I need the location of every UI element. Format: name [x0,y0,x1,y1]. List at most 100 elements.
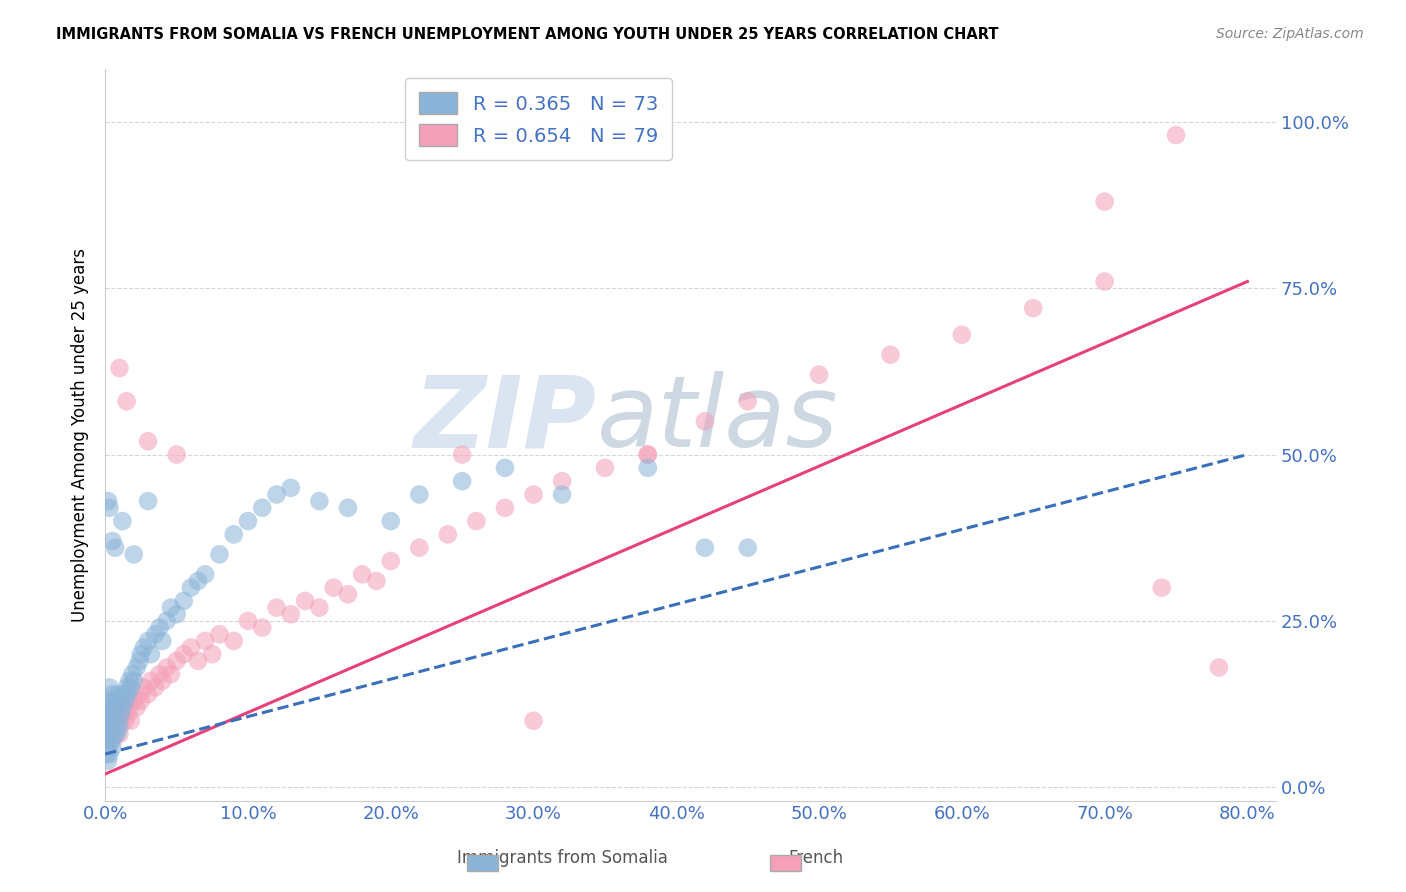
Point [111,514,134,528]
Point [155,660,177,674]
Point [208,547,231,561]
Point [136,633,159,648]
Point [104,707,127,722]
Point [637,448,659,462]
Point [166,448,188,462]
Point [593,460,616,475]
Point [160,600,183,615]
Point [101,740,124,755]
Point [150,633,173,648]
Point [97,740,120,755]
Point [132,640,155,655]
Point [101,714,124,728]
Point [143,627,166,641]
Point [143,681,166,695]
Point [408,487,430,501]
Point [1094,275,1116,289]
Point [551,474,574,488]
Point [280,481,302,495]
Point [117,707,139,722]
Point [252,621,274,635]
Point [437,527,460,541]
Point [96,747,118,761]
Point [100,720,122,734]
Point [408,541,430,555]
Point [108,361,131,376]
Point [494,460,516,475]
Point [118,700,141,714]
Point [236,514,259,528]
Point [132,681,155,695]
Point [693,541,716,555]
Text: Source: ZipAtlas.com: Source: ZipAtlas.com [1216,27,1364,41]
Point [101,687,124,701]
Point [280,607,302,622]
Point [166,607,188,622]
Text: IMMIGRANTS FROM SOMALIA VS FRENCH UNEMPLOYMENT AMONG YOUTH UNDER 25 YEARS CORREL: IMMIGRANTS FROM SOMALIA VS FRENCH UNEMPL… [56,27,998,42]
Y-axis label: Unemployment Among Youth under 25 years: Unemployment Among Youth under 25 years [72,248,89,622]
Point [879,348,901,362]
Point [136,687,159,701]
Point [96,714,118,728]
Point [96,733,118,747]
Point [125,660,148,674]
Text: French: French [787,849,844,867]
Point [266,600,288,615]
Point [111,700,134,714]
Point [136,434,159,449]
Point [187,574,209,588]
Point [97,494,120,508]
Point [97,733,120,747]
Point [110,714,132,728]
Point [173,647,195,661]
Point [693,414,716,428]
Point [103,707,125,722]
Point [308,494,330,508]
Point [100,720,122,734]
Point [104,727,127,741]
Point [104,720,127,734]
Point [103,700,125,714]
Point [112,700,135,714]
Point [139,673,162,688]
Point [950,327,973,342]
Point [465,514,488,528]
Point [96,720,118,734]
Point [98,500,121,515]
Point [737,541,759,555]
Point [120,681,142,695]
Point [96,727,118,741]
Point [252,500,274,515]
Point [187,654,209,668]
Point [150,673,173,688]
Legend: R = 0.365   N = 73, R = 0.654   N = 79: R = 0.365 N = 73, R = 0.654 N = 79 [405,78,672,160]
Point [98,727,121,741]
Point [180,581,202,595]
Point [352,567,374,582]
Point [551,487,574,501]
Point [96,700,118,714]
Point [1150,581,1173,595]
Point [201,647,224,661]
Point [98,747,121,761]
Point [637,460,659,475]
Point [97,727,120,741]
Point [112,687,135,701]
Text: atlas: atlas [598,371,838,468]
Point [155,614,177,628]
Point [98,727,121,741]
Point [107,687,129,701]
Point [160,667,183,681]
Point [108,694,131,708]
Point [139,647,162,661]
Point [173,594,195,608]
Point [114,714,136,728]
Point [105,700,128,714]
Point [103,720,125,734]
Point [122,547,145,561]
Point [637,448,659,462]
Point [222,633,245,648]
Point [308,600,330,615]
Point [110,707,132,722]
Point [129,647,152,661]
